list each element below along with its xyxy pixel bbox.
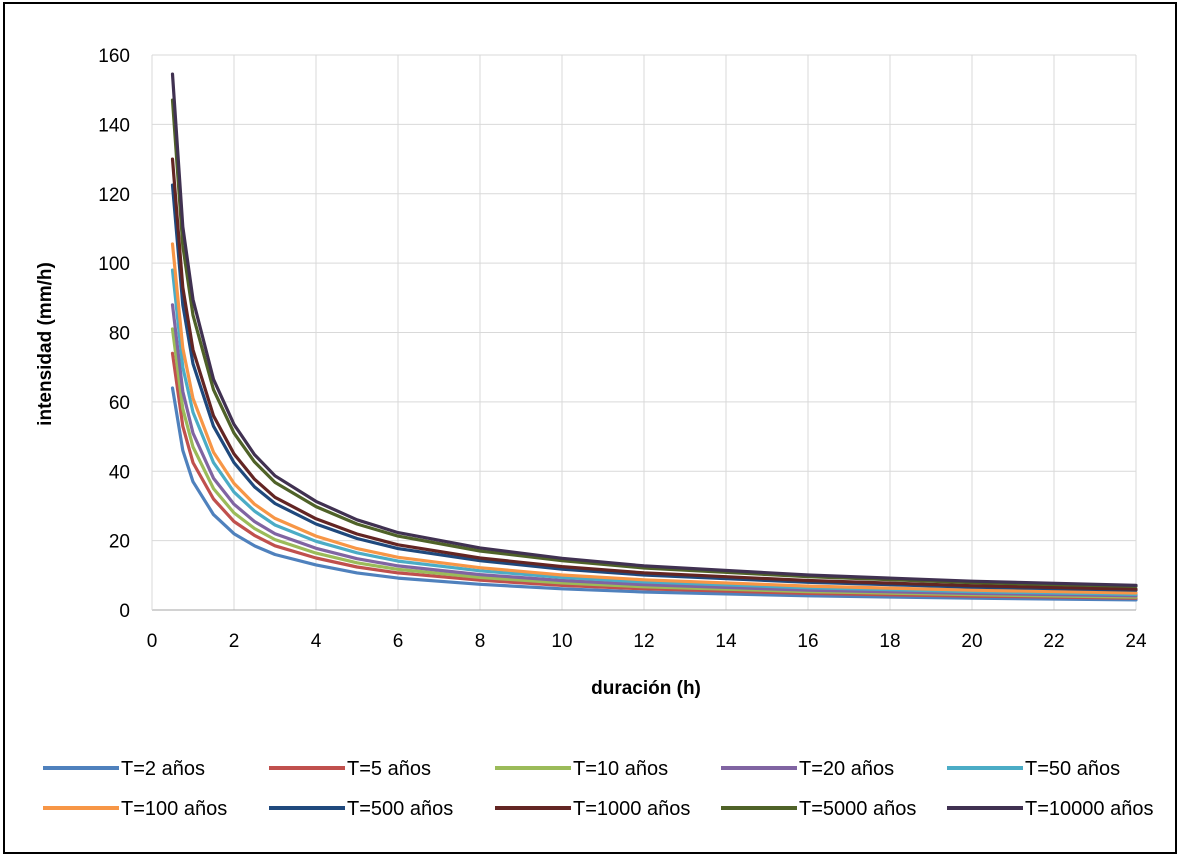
axes (151, 55, 1136, 611)
x-tick-label: 2 (229, 631, 240, 652)
y-tick-label: 40 (109, 462, 130, 483)
legend-label: T=50 años (1025, 758, 1120, 780)
legend-label: T=100 años (121, 798, 227, 820)
legend-label: T=10 años (573, 758, 668, 780)
series-line (170, 72, 1138, 587)
series-line (170, 98, 1138, 588)
series-lines (170, 72, 1138, 602)
tick-labels: 0 2 4 6 8 10 12 14 16 18 20 22 240204060801001201401… (98, 46, 1147, 652)
y-tick-label: 160 (98, 46, 130, 67)
legend-label: T=20 años (799, 758, 894, 780)
series-line (170, 157, 1138, 591)
x-tick-label: 6 (393, 631, 404, 652)
legend-item: T=5 años (269, 758, 431, 780)
series-line (170, 303, 1138, 598)
series-line (170, 183, 1138, 592)
x-tick-label: 8 (475, 631, 486, 652)
line-chart: 0 2 4 6 8 10 12 14 16 18 20 22 240204060801001201401… (35, 46, 1153, 820)
legend-label: T=5 años (347, 758, 431, 780)
x-tick-label: 16 (797, 631, 818, 652)
series-line (170, 242, 1138, 595)
y-tick-label: 140 (98, 115, 130, 136)
y-tick-label: 60 (109, 393, 130, 414)
y-tick-label: 80 (109, 324, 130, 345)
y-tick-label: 0 (119, 601, 130, 622)
x-axis-title: duración (h) (591, 678, 701, 699)
legend-item: T=20 años (721, 758, 894, 780)
legend-item: T=100 años (43, 798, 227, 820)
legend-label: T=1000 años (573, 798, 690, 820)
legend-item: T=500 años (269, 798, 453, 820)
chart-frame: 0 2 4 6 8 10 12 14 16 18 20 22 24 0 20 40 60 80 100 120 140 1… (3, 2, 1177, 854)
x-tick-label: 4 (311, 631, 322, 652)
series-line (170, 327, 1138, 599)
series-line (170, 351, 1138, 600)
x-tick-label: 18 (879, 631, 900, 652)
legend-label: T=5000 años (799, 798, 916, 820)
legend-item: T=5000 años (721, 798, 916, 820)
x-tick-label: 12 (633, 631, 654, 652)
x-tick-label: 24 (1125, 631, 1147, 652)
legend-item: T=50 años (947, 758, 1120, 780)
series-line (170, 268, 1138, 596)
series-line (170, 386, 1138, 602)
y-tick-label: 120 (98, 185, 130, 206)
legend-item: T=10 años (495, 758, 668, 780)
legend-label: T=10000 años (1025, 798, 1153, 820)
x-tick-label: 14 (715, 631, 737, 652)
y-tick-label: 100 (98, 254, 130, 275)
legend: T=2 años T=5 años T=10 años T=20 años T=50 a… (43, 758, 1153, 820)
x-tick-label: 10 (551, 631, 572, 652)
legend-label: T=2 años (121, 758, 205, 780)
legend-label: T=500 años (347, 798, 453, 820)
legend-item: T=2 años (43, 758, 205, 780)
y-tick-label: 20 (109, 532, 130, 553)
y-axis-title: intensidad (mm/h) (35, 262, 56, 426)
legend-item: T=10000 años (947, 798, 1153, 820)
x-tick-label: 0 (147, 631, 158, 652)
x-tick-label: 20 (961, 631, 982, 652)
x-tick-label: 22 (1043, 631, 1064, 652)
gridlines (152, 54, 1137, 610)
legend-item: T=1000 años (495, 798, 690, 820)
